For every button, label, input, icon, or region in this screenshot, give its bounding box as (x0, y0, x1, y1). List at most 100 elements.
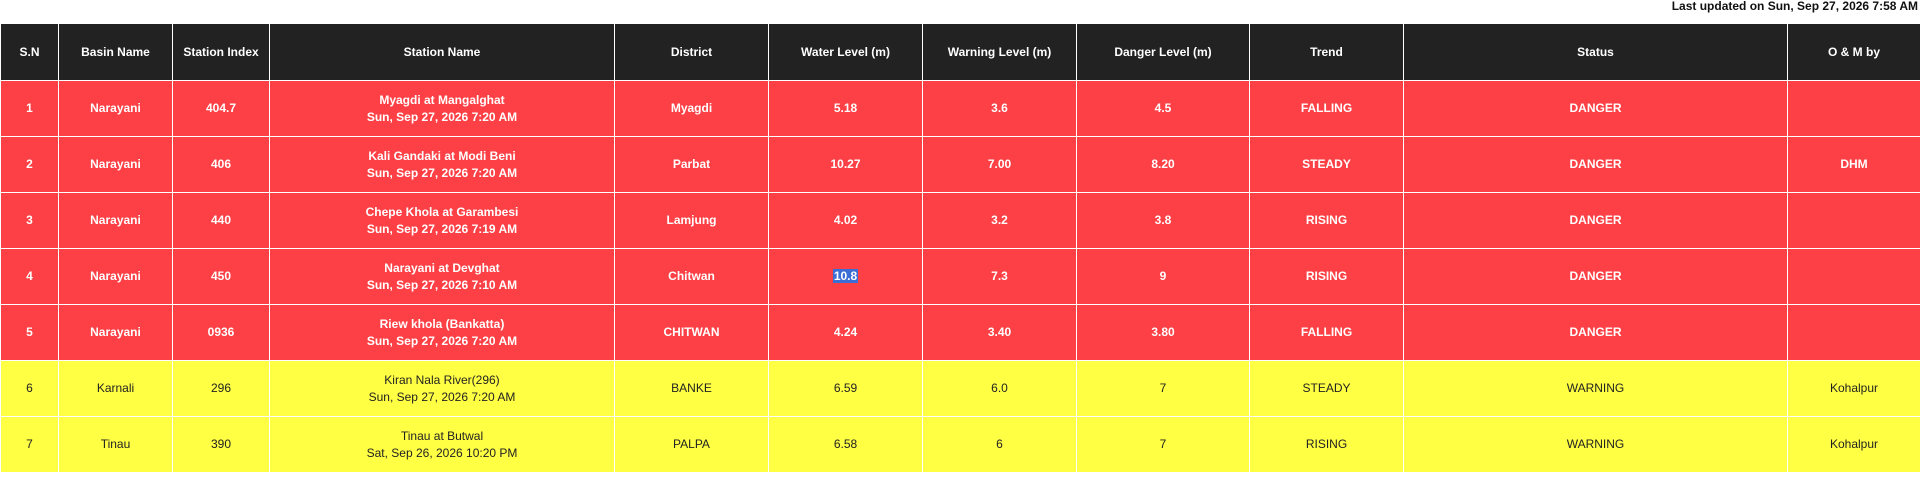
cell-om-by (1787, 192, 1920, 249)
cell-station-name: Tinau at Butwal Sat, Sep 26, 2026 10:20 … (269, 416, 615, 473)
last-updated-label: Last updated on Sun, Sep 27, 2026 7:58 A… (1671, 0, 1918, 13)
table-row[interactable]: 5 Narayani 0936 Riew khola (Bankatta) Su… (0, 304, 1920, 361)
cell-station-name: Kiran Nala River(296) Sun, Sep 27, 2026 … (269, 360, 615, 417)
station-name-text: Myagdi at Mangalghat (379, 92, 505, 107)
cell-om-by: Kohalpur (1787, 360, 1920, 417)
table-row[interactable]: 6 Karnali 296 Kiran Nala River(296) Sun,… (0, 360, 1920, 417)
cell-om-by (1787, 248, 1920, 305)
column-header-station-index[interactable]: Station Index (172, 23, 270, 81)
cell-district: Parbat (614, 136, 769, 193)
cell-district: Myagdi (614, 80, 769, 137)
table-row[interactable]: 7 Tinau 390 Tinau at Butwal Sat, Sep 26,… (0, 416, 1920, 473)
cell-om-by (1787, 304, 1920, 361)
cell-water-level: 4.02 (768, 192, 923, 249)
station-name-text: Riew khola (Bankatta) (379, 316, 505, 331)
cell-warning-level: 3.6 (922, 80, 1077, 137)
column-header-om-by[interactable]: O & M by (1787, 23, 1920, 81)
cell-trend: RISING (1249, 248, 1404, 305)
cell-station-index: 404.7 (172, 80, 270, 137)
cell-status: DANGER (1403, 248, 1788, 305)
cell-warning-level: 7.00 (922, 136, 1077, 193)
cell-water-level: 4.24 (768, 304, 923, 361)
cell-sn: 3 (0, 192, 59, 249)
cell-status: DANGER (1403, 304, 1788, 361)
table-row[interactable]: 1 Narayani 404.7 Myagdi at Mangalghat Su… (0, 80, 1920, 137)
cell-water-level: 6.59 (768, 360, 923, 417)
cell-water-level: 5.18 (768, 80, 923, 137)
cell-basin-name: Narayani (58, 80, 173, 137)
station-timestamp: Sun, Sep 27, 2026 7:20 AM (366, 165, 518, 180)
station-name-text: Narayani at Devghat (384, 260, 500, 275)
cell-district: CHITWAN (614, 304, 769, 361)
cell-sn: 4 (0, 248, 59, 305)
cell-warning-level: 3.2 (922, 192, 1077, 249)
cell-status: DANGER (1403, 192, 1788, 249)
cell-station-index: 390 (172, 416, 270, 473)
cell-status: DANGER (1403, 136, 1788, 193)
cell-danger-level: 3.8 (1076, 192, 1250, 249)
cell-basin-name: Narayani (58, 192, 173, 249)
cell-om-by: DHM (1787, 136, 1920, 193)
table-row[interactable]: 3 Narayani 440 Chepe Khola at Garambesi … (0, 192, 1920, 249)
cell-station-index: 296 (172, 360, 270, 417)
column-header-district[interactable]: District (614, 23, 769, 81)
column-header-water-level[interactable]: Water Level (m) (768, 23, 923, 81)
cell-station-name: Narayani at Devghat Sun, Sep 27, 2026 7:… (269, 248, 615, 305)
cell-station-index: 406 (172, 136, 270, 193)
column-header-danger-level[interactable]: Danger Level (m) (1076, 23, 1250, 81)
selected-text-highlight[interactable]: 10.8 (832, 269, 859, 283)
station-timestamp: Sun, Sep 27, 2026 7:20 AM (366, 333, 518, 348)
cell-water-level: 6.58 (768, 416, 923, 473)
station-timestamp: Sun, Sep 27, 2026 7:20 AM (366, 109, 518, 124)
cell-district: Lamjung (614, 192, 769, 249)
cell-district: BANKE (614, 360, 769, 417)
cell-basin-name: Narayani (58, 304, 173, 361)
station-timestamp: Sun, Sep 27, 2026 7:19 AM (366, 221, 518, 236)
column-header-sn[interactable]: S.N (0, 23, 59, 81)
cell-water-level: 10.27 (768, 136, 923, 193)
column-header-station-name[interactable]: Station Name (269, 23, 615, 81)
cell-trend: FALLING (1249, 80, 1404, 137)
cell-district: PALPA (614, 416, 769, 473)
cell-warning-level: 6.0 (922, 360, 1077, 417)
station-timestamp: Sat, Sep 26, 2026 10:20 PM (366, 445, 518, 460)
cell-trend: FALLING (1249, 304, 1404, 361)
cell-basin-name: Tinau (58, 416, 173, 473)
station-name-text: Tinau at Butwal (400, 428, 484, 443)
cell-station-name: Myagdi at Mangalghat Sun, Sep 27, 2026 7… (269, 80, 615, 137)
cell-warning-level: 3.40 (922, 304, 1077, 361)
cell-status: WARNING (1403, 416, 1788, 473)
cell-trend: RISING (1249, 416, 1404, 473)
station-name-text: Kiran Nala River(296) (384, 372, 500, 387)
cell-sn: 6 (0, 360, 59, 417)
column-header-trend[interactable]: Trend (1249, 23, 1404, 81)
river-level-table: S.N Basin Name Station Index Station Nam… (0, 23, 1920, 473)
cell-danger-level: 9 (1076, 248, 1250, 305)
column-header-status[interactable]: Status (1403, 23, 1788, 81)
cell-sn: 7 (0, 416, 59, 473)
station-name-text: Kali Gandaki at Modi Beni (368, 148, 516, 163)
cell-basin-name: Narayani (58, 248, 173, 305)
cell-station-index: 450 (172, 248, 270, 305)
cell-warning-level: 7.3 (922, 248, 1077, 305)
cell-station-index: 440 (172, 192, 270, 249)
cell-om-by: Kohalpur (1787, 416, 1920, 473)
column-header-warning-level[interactable]: Warning Level (m) (922, 23, 1077, 81)
cell-basin-name: Narayani (58, 136, 173, 193)
station-timestamp: Sun, Sep 27, 2026 7:10 AM (366, 277, 518, 292)
cell-trend: STEADY (1249, 360, 1404, 417)
cell-station-name: Chepe Khola at Garambesi Sun, Sep 27, 20… (269, 192, 615, 249)
cell-basin-name: Karnali (58, 360, 173, 417)
cell-om-by (1787, 80, 1920, 137)
cell-danger-level: 7 (1076, 416, 1250, 473)
table-header-row: S.N Basin Name Station Index Station Nam… (0, 23, 1920, 81)
cell-water-level: 10.8 (768, 248, 923, 305)
cell-trend: STEADY (1249, 136, 1404, 193)
cell-danger-level: 7 (1076, 360, 1250, 417)
column-header-basin-name[interactable]: Basin Name (58, 23, 173, 81)
cell-district: Chitwan (614, 248, 769, 305)
table-row[interactable]: 4 Narayani 450 Narayani at Devghat Sun, … (0, 248, 1920, 305)
cell-danger-level: 8.20 (1076, 136, 1250, 193)
table-row[interactable]: 2 Narayani 406 Kali Gandaki at Modi Beni… (0, 136, 1920, 193)
cell-station-name: Riew khola (Bankatta) Sun, Sep 27, 2026 … (269, 304, 615, 361)
